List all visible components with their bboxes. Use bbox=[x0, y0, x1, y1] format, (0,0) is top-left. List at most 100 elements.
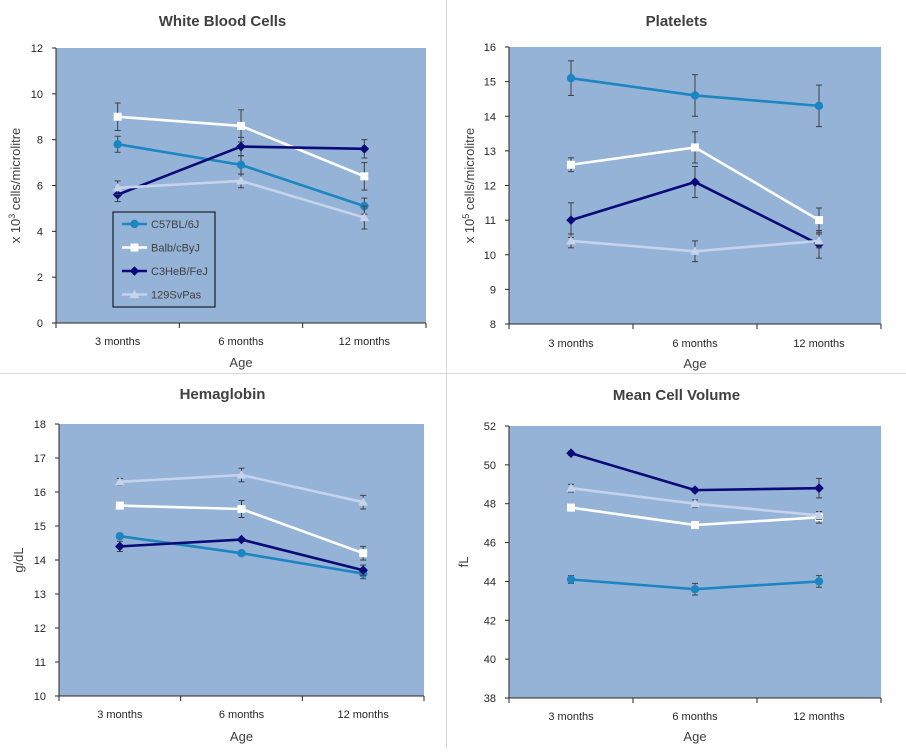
series-c57bl-6j bbox=[566, 575, 824, 596]
data-point bbox=[814, 236, 824, 245]
y-tick-label: 14 bbox=[484, 111, 496, 123]
y-tick-label: 50 bbox=[484, 460, 496, 472]
series-c3heb-fej bbox=[115, 534, 368, 576]
data-point bbox=[566, 483, 576, 492]
y-tick-label: 4 bbox=[37, 226, 43, 238]
y-tick-label: 15 bbox=[34, 521, 46, 533]
y-tick-label: 8 bbox=[37, 135, 43, 147]
chart-title: Mean Cell Volume bbox=[613, 387, 740, 404]
y-tick-label: 6 bbox=[37, 181, 43, 193]
y-tick-label: 44 bbox=[484, 576, 496, 588]
data-point bbox=[237, 549, 246, 558]
data-point bbox=[690, 91, 700, 100]
data-point bbox=[566, 575, 576, 584]
y-tick-label: 18 bbox=[34, 419, 46, 431]
y-tick-label: 40 bbox=[484, 654, 496, 666]
chart-panel-hemaglobin: Hemaglobin 10 11 12 13 14 15 16 17 18 3 months 6 mo… bbox=[0, 374, 445, 749]
data-point bbox=[236, 470, 247, 479]
series-c57bl-6j bbox=[566, 60, 824, 128]
x-tick-label: 6 months bbox=[218, 336, 264, 348]
data-point bbox=[814, 510, 824, 519]
legend-item-c57bl-6j: C57BL/6J bbox=[122, 219, 199, 231]
data-point bbox=[113, 140, 122, 149]
legend: C57BL/6J Balb/cByJ C3HeB/FeJ 129SvPas bbox=[112, 211, 216, 308]
y-tick-label: 2 bbox=[37, 272, 43, 284]
series-129svpas bbox=[112, 173, 370, 230]
x-tick-label: 3 months bbox=[97, 709, 143, 721]
plot-area bbox=[59, 424, 424, 696]
data-point bbox=[359, 144, 370, 154]
y-tick-label: 52 bbox=[484, 421, 496, 433]
y-tick-label: 16 bbox=[34, 487, 46, 499]
data-point bbox=[690, 585, 700, 594]
x-axis-label: Age bbox=[229, 355, 252, 370]
y-axis-label: g/dL bbox=[11, 547, 26, 572]
legend-swatch-marker bbox=[129, 266, 140, 276]
series-129svpas bbox=[566, 233, 824, 263]
y-tick-label: 10 bbox=[31, 89, 43, 101]
y-tick-label: 12 bbox=[484, 181, 496, 193]
data-point bbox=[359, 212, 370, 222]
data-point bbox=[690, 498, 700, 508]
y-tick-label: 8 bbox=[490, 319, 496, 331]
y-tick-label: 16 bbox=[484, 42, 496, 54]
data-point bbox=[358, 497, 368, 506]
y-tick-label: 46 bbox=[484, 538, 496, 550]
y-tick-label: 17 bbox=[34, 453, 46, 465]
data-point bbox=[115, 541, 125, 552]
data-point bbox=[691, 521, 699, 530]
y-tick-label: 14 bbox=[34, 555, 46, 567]
data-point bbox=[814, 101, 824, 111]
y-tick-label: 42 bbox=[484, 615, 496, 627]
x-tick-label: 6 months bbox=[672, 338, 718, 350]
x-tick-label: 3 months bbox=[95, 336, 141, 348]
chart-title: Platelets bbox=[646, 13, 708, 30]
data-point bbox=[115, 477, 125, 486]
data-point bbox=[566, 236, 576, 245]
chart-title: White Blood Cells bbox=[159, 13, 287, 30]
x-tick-label: 6 months bbox=[219, 709, 265, 721]
chart-svg: Platelets 8 9 10 11 12 13 14 15 16 3 months 6 month… bbox=[461, 13, 882, 371]
chart-panel-white-blood-cells: White Blood Cells 0 2 4 6 8 10 12 3 months 6 mont… bbox=[0, 0, 445, 372]
y-axis-label: fL bbox=[456, 557, 471, 568]
series-129svpas bbox=[566, 483, 824, 520]
plot-area bbox=[509, 426, 881, 698]
y-tick-label: 11 bbox=[485, 215, 496, 227]
x-axis-label: Age bbox=[230, 729, 253, 744]
legend-label: 129SvPas bbox=[151, 290, 202, 302]
chart-panel-mean-cell-volume: Mean Cell Volume 38 40 42 44 46 48 50 52 3 months… bbox=[447, 374, 906, 749]
chart-svg: White Blood Cells 0 2 4 6 8 10 12 3 months 6 mont… bbox=[7, 13, 427, 370]
x-tick-label: 3 months bbox=[548, 338, 594, 350]
series-balb-cbyj bbox=[567, 131, 823, 233]
chart-title: Hemaglobin bbox=[180, 386, 266, 403]
x-tick-label: 12 months bbox=[337, 709, 389, 721]
x-tick-label: 12 months bbox=[793, 338, 845, 350]
y-tick-label: 12 bbox=[31, 43, 43, 55]
chart-svg: Hemaglobin 10 11 12 13 14 15 16 17 18 3 months 6 mo… bbox=[11, 386, 425, 744]
legend-label: C57BL/6J bbox=[151, 219, 199, 231]
data-point bbox=[237, 121, 245, 130]
legend-item-129svpas: 129SvPas bbox=[122, 290, 202, 302]
legend-swatch-marker bbox=[130, 243, 139, 252]
y-tick-label: 11 bbox=[35, 657, 46, 669]
data-point bbox=[236, 534, 247, 545]
legend-item-c3heb-fej: C3HeB/FeJ bbox=[122, 266, 208, 278]
y-axis-label: x 103 cells/microlitre bbox=[7, 128, 23, 244]
y-tick-label: 10 bbox=[34, 691, 46, 703]
legend-swatch-marker bbox=[129, 289, 140, 299]
y-tick-label: 15 bbox=[484, 77, 496, 89]
legend-item-balb-cbyj: Balb/cByJ bbox=[122, 243, 200, 255]
data-point bbox=[815, 216, 823, 225]
data-point bbox=[237, 505, 246, 513]
legend-swatch-marker bbox=[130, 219, 139, 229]
y-tick-label: 12 bbox=[34, 623, 46, 635]
y-tick-label: 13 bbox=[34, 589, 46, 601]
x-tick-label: 6 months bbox=[672, 711, 718, 723]
y-tick-label: 38 bbox=[484, 693, 496, 705]
x-tick-label: 3 months bbox=[548, 711, 594, 723]
data-point bbox=[236, 160, 246, 170]
series-129svpas bbox=[115, 467, 368, 510]
legend-label: Balb/cByJ bbox=[151, 243, 200, 255]
x-axis-label: Age bbox=[683, 729, 706, 744]
data-point bbox=[115, 532, 125, 541]
